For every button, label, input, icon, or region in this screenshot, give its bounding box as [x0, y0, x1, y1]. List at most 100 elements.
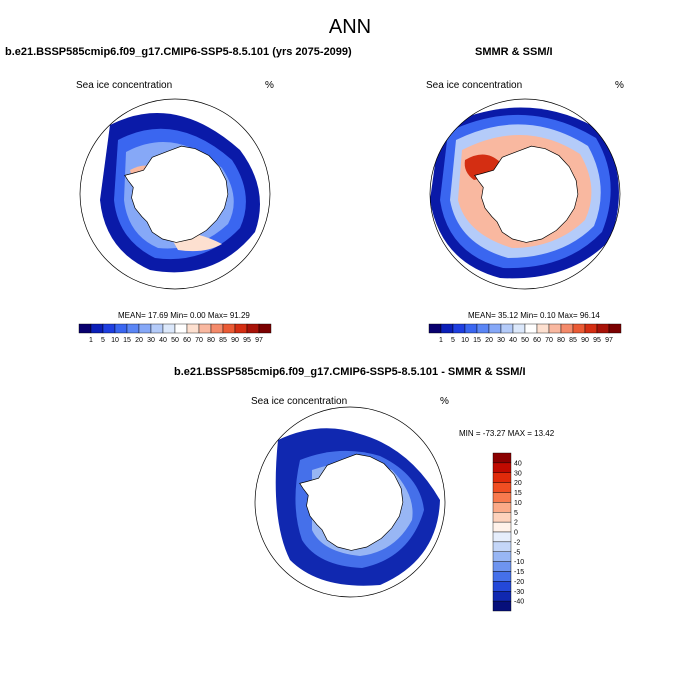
panel1-colorbar-tick-label: 85 — [219, 337, 227, 344]
panel3-colorbar-swatch — [492, 521, 512, 533]
panel1-map-border — [79, 98, 271, 290]
panel3-colorbar-swatch — [492, 571, 512, 582]
panel3-colorbar-swatch — [492, 502, 512, 513]
panel2-stats: MEAN= 35.12 Min= 0.10 Max= 96.14 — [468, 311, 600, 320]
panel1-title: b.e21.BSSP585cmip6.f09_g17.CMIP6-SSP5-8.… — [5, 46, 352, 58]
panel3-map — [255, 407, 445, 597]
panel1-colorbar-tick-label: 80 — [207, 337, 215, 344]
panel1-colorbar-tick-label: 30 — [147, 337, 155, 344]
panel2-colorbar-tick-label: 5 — [451, 337, 455, 344]
panel2-colorbar-tick-label: 40 — [509, 337, 517, 344]
panel2-colorbar-swatch — [560, 323, 574, 334]
panel2-title: SMMR & SSM/I — [475, 46, 553, 58]
panel1-colorbar-swatch — [234, 323, 248, 334]
panel3-colorbar-swatch — [492, 492, 512, 503]
panel1-colorbar-swatch — [114, 323, 128, 334]
panel2-colorbar-tick-label: 30 — [497, 337, 505, 344]
panel2-colorbar-swatch — [608, 323, 622, 334]
panel1-colorbar-swatch — [78, 323, 92, 334]
panel1-units: % — [265, 80, 274, 91]
panel3-colorbar-swatch — [492, 462, 512, 473]
panel3-colorbar-swatch — [492, 600, 512, 612]
panel3-title: b.e21.BSSP585cmip6.f09_g17.CMIP6-SSP5-8.… — [174, 366, 526, 378]
panel1-colorbar-tick-label: 97 — [255, 337, 263, 344]
panel1-colorbar-tick-label: 15 — [123, 337, 131, 344]
panel2-colorbar-swatch — [524, 323, 538, 334]
panel1-colorbar-tick-label: 50 — [171, 337, 179, 344]
panel2-colorbar-swatch — [488, 323, 502, 334]
panel3-colorbar-tick-label: -15 — [514, 569, 524, 576]
panel2-colorbar-swatch — [572, 323, 586, 334]
panel3-colorbar-tick-label: 20 — [514, 480, 522, 487]
figure-title: ANN — [328, 16, 372, 38]
panel3-colorbar-swatch — [492, 551, 512, 562]
panel2-colorbar-swatch — [596, 323, 610, 334]
panel2-colorbar-swatch — [500, 323, 514, 334]
panel2-colorbar-tick-label: 20 — [485, 337, 493, 344]
panel2-colorbar-swatch — [536, 323, 550, 334]
panel3-map-border — [254, 406, 446, 598]
panel3-colorbar-swatch — [492, 472, 512, 483]
panel1-colorbar-tick-label: 10 — [111, 337, 119, 344]
panel3-colorbar-swatch — [492, 591, 512, 602]
panel2-colorbar-tick-label: 90 — [581, 337, 589, 344]
panel2-colorbar: 1 5 10 15 20 30 40 50 60 70 80 85 90 95 97 — [428, 323, 622, 344]
panel3-variable: Sea ice concentration — [251, 396, 348, 407]
panel3-colorbar-tick-label: -5 — [514, 549, 520, 556]
panel1-colorbar-tick-label: 40 — [159, 337, 167, 344]
panel2-colorbar-tick-label: 60 — [533, 337, 541, 344]
panel1-colorbar-swatch — [198, 323, 212, 334]
panel3-colorbar-tick-label: 5 — [514, 510, 518, 517]
panel1-colorbar-tick-label: 1 — [89, 337, 93, 344]
panel2-colorbar-swatch — [548, 323, 562, 334]
panel2-colorbar-tick-label: 10 — [461, 337, 469, 344]
panel3-colorbar-tick-label: 40 — [514, 460, 522, 467]
panel1-colorbar-swatch — [210, 323, 224, 334]
panel2-map — [430, 99, 620, 289]
panel2-colorbar-tick-label: 50 — [521, 337, 529, 344]
panel1-colorbar-tick-label: 5 — [101, 337, 105, 344]
panel3-colorbar-tick-label: 0 — [514, 530, 518, 537]
panel3-colorbar-swatch — [492, 452, 512, 464]
panel1-variable: Sea ice concentration — [76, 80, 173, 91]
panel3-colorbar-swatch — [492, 482, 512, 493]
panel3-colorbar-swatch — [492, 561, 512, 572]
panel3-stats: MIN = -73.27 MAX = 13.42 — [459, 429, 555, 438]
panel1-colorbar-swatch — [258, 323, 272, 334]
panel2-colorbar-swatch — [440, 323, 454, 334]
panel1-colorbar-swatch — [102, 323, 116, 334]
panel2-variable: Sea ice concentration — [426, 80, 523, 91]
panel3-colorbar-tick-label: 2 — [514, 520, 518, 527]
panel3-colorbar-tick-label: -10 — [514, 559, 524, 566]
panel1-colorbar-swatch — [90, 323, 104, 334]
panel2-colorbar-swatch — [512, 323, 526, 334]
panel1-colorbar-swatch — [138, 323, 152, 334]
panel1-map — [80, 99, 270, 289]
panel1-colorbar-swatch — [150, 323, 164, 334]
panel1-colorbar-swatch — [126, 323, 140, 334]
panel2-colorbar-tick-label: 1 — [439, 337, 443, 344]
panel1-colorbar-swatch — [162, 323, 176, 334]
panel3-colorbar-swatch — [492, 581, 512, 592]
panel3-units: % — [440, 396, 449, 407]
panel2-colorbar-swatch — [476, 323, 490, 334]
panel2-colorbar-swatch — [452, 323, 466, 334]
panel1-colorbar-swatch — [246, 323, 260, 334]
panel1-colorbar-tick-label: 20 — [135, 337, 143, 344]
panel2-colorbar-tick-label: 85 — [569, 337, 577, 344]
panel2-colorbar-swatch — [584, 323, 598, 334]
panel2-units: % — [615, 80, 624, 91]
panel3-colorbar-tick-label: 10 — [514, 500, 522, 507]
panel1-colorbar-tick-label: 90 — [231, 337, 239, 344]
panel2-colorbar-tick-label: 95 — [593, 337, 601, 344]
panel3-colorbar-tick-label: -30 — [514, 589, 524, 596]
panel3-colorbar-swatch — [492, 531, 512, 543]
panel3-colorbar-tick-label: 15 — [514, 490, 522, 497]
panel1-colorbar-swatch — [222, 323, 236, 334]
panel1-colorbar-swatch — [174, 323, 188, 334]
panel3-colorbar-tick-label: 30 — [514, 470, 522, 477]
panel2-map-border — [429, 98, 621, 290]
panel3-colorbar-tick-label: -20 — [514, 579, 524, 586]
